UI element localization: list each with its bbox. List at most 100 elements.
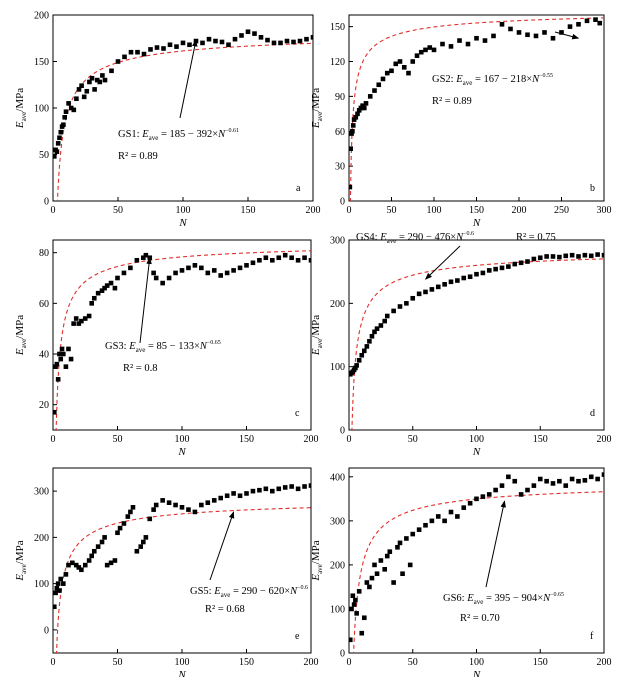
- data-point: [284, 38, 290, 44]
- data-point: [141, 255, 146, 261]
- data-point: [134, 548, 140, 554]
- data-point: [474, 496, 479, 502]
- data-point: [353, 365, 358, 371]
- panel-label: d: [590, 408, 595, 419]
- fit-equation: GS3: Eave = 85 − 133×N−0.65: [105, 340, 221, 354]
- data-point: [372, 329, 377, 335]
- data-point: [362, 348, 367, 354]
- data-point: [474, 271, 479, 277]
- fit-curve: [56, 42, 313, 201]
- x-tick-label: 50: [113, 434, 123, 445]
- plot-frame: [348, 14, 605, 202]
- data-point: [448, 279, 454, 285]
- fit-curve: [56, 507, 311, 653]
- data-point: [232, 36, 238, 42]
- data-point: [265, 37, 270, 43]
- data-point: [115, 59, 121, 64]
- data-point: [367, 94, 373, 99]
- data-point: [173, 502, 178, 508]
- data-point: [569, 476, 575, 482]
- data-point: [349, 184, 353, 190]
- data-point: [374, 571, 380, 577]
- y-tick-label: 300: [34, 487, 49, 498]
- data-point: [557, 478, 562, 484]
- data-point: [179, 505, 185, 510]
- data-point: [567, 24, 573, 29]
- data-point: [563, 253, 569, 259]
- data-point: [115, 275, 120, 281]
- data-point: [54, 361, 60, 367]
- data-point: [143, 535, 149, 540]
- x-tick-label: 50: [113, 657, 123, 668]
- data-point: [70, 560, 75, 566]
- data-point: [86, 558, 92, 563]
- data-point: [122, 54, 127, 60]
- x-tick-label: 100: [427, 205, 442, 216]
- data-point: [353, 115, 359, 120]
- data-point: [569, 252, 575, 258]
- data-point: [391, 308, 396, 314]
- y-tick-label: 30: [335, 162, 345, 173]
- x-axis-label: N: [177, 446, 186, 458]
- data-point: [148, 47, 153, 52]
- data-point: [537, 255, 543, 261]
- data-point: [200, 40, 205, 46]
- data-point: [455, 278, 460, 283]
- data-point: [576, 478, 581, 484]
- data-point: [362, 615, 367, 621]
- data-point: [480, 494, 486, 499]
- data-point: [91, 295, 97, 301]
- data-point: [108, 280, 114, 286]
- data-point: [102, 77, 108, 83]
- data-point: [506, 474, 511, 480]
- data-point: [224, 270, 230, 276]
- data-point: [448, 44, 454, 49]
- data-point: [397, 304, 403, 309]
- data-point: [257, 487, 262, 493]
- data-point: [431, 47, 437, 53]
- data-point: [112, 285, 118, 291]
- data-point: [206, 36, 212, 42]
- data-point: [349, 131, 354, 136]
- data-point: [395, 544, 400, 550]
- data-point: [429, 518, 435, 524]
- data-point: [86, 313, 92, 319]
- data-point: [211, 268, 217, 273]
- annotation-arrow: [209, 511, 235, 581]
- data-point: [53, 590, 58, 596]
- y-tick-label: 20: [39, 400, 49, 411]
- data-point: [87, 79, 92, 85]
- data-point: [205, 270, 211, 276]
- data-point: [349, 146, 353, 151]
- data-point: [518, 260, 524, 266]
- data-point: [125, 514, 131, 519]
- data-point: [584, 18, 590, 24]
- data-point: [79, 567, 84, 573]
- data-point: [192, 509, 198, 515]
- x-tick-label: 200: [304, 657, 319, 668]
- data-point: [304, 36, 309, 42]
- x-tick-label: 0: [347, 434, 352, 445]
- data-point: [73, 316, 79, 321]
- data-point: [218, 495, 223, 501]
- data-point: [244, 263, 249, 268]
- data-point: [295, 257, 301, 263]
- data-point: [442, 518, 447, 524]
- data-point: [389, 68, 394, 74]
- data-point: [542, 30, 547, 35]
- data-point: [401, 65, 407, 70]
- data-point: [423, 47, 428, 53]
- data-point: [61, 122, 66, 128]
- data-point: [166, 275, 172, 281]
- data-point: [258, 35, 264, 40]
- fit-equation: GS4: Eave = 290 − 476×N−0.6: [356, 231, 474, 245]
- x-tick-label: 200: [512, 205, 527, 216]
- data-point: [263, 486, 269, 492]
- data-point: [563, 483, 569, 488]
- y-axis-label: Eave/MPa: [310, 88, 324, 129]
- data-point: [66, 101, 71, 106]
- data-point: [531, 483, 537, 488]
- data-point: [391, 580, 396, 585]
- data-point: [270, 257, 275, 263]
- y-tick-label: 200: [34, 11, 49, 22]
